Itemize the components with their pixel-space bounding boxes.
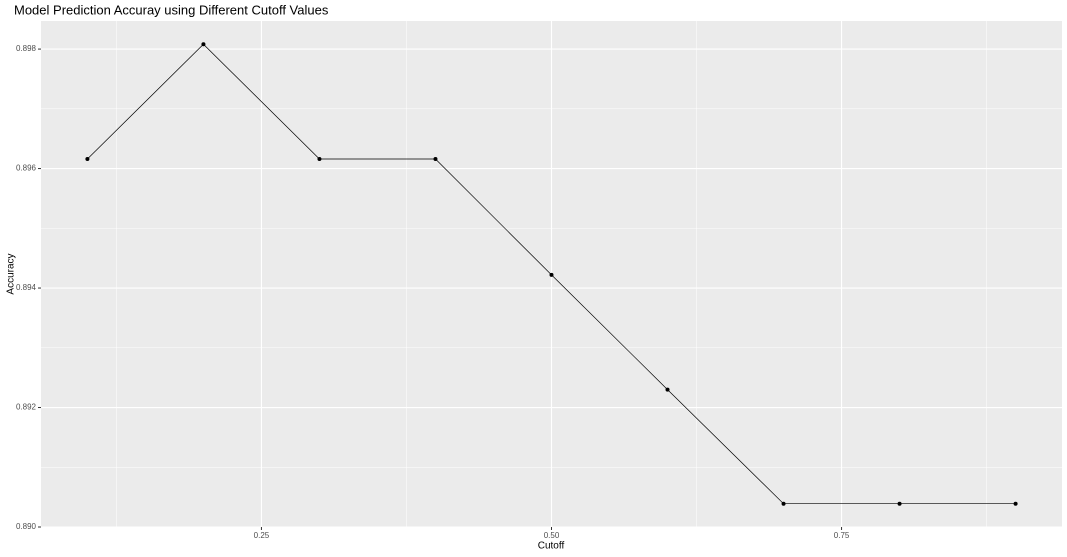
y-tick-label: 0.898 [16, 44, 37, 53]
point [781, 501, 786, 506]
point [549, 272, 554, 277]
y-tick-label: 0.894 [16, 283, 37, 292]
point [433, 157, 438, 161]
chart-title: Model Prediction Accuray using Different… [14, 2, 329, 17]
x-tick-label: 0.75 [834, 531, 850, 540]
y-axis-label: Accuracy [6, 253, 17, 294]
y-tick-label: 0.890 [16, 522, 37, 531]
x-tick-label: 0.25 [254, 531, 270, 540]
point [665, 387, 670, 392]
point [897, 501, 902, 506]
point [1013, 501, 1018, 506]
point [85, 157, 90, 161]
x-tick-label: 0.50 [544, 531, 560, 540]
y-tick-label: 0.896 [16, 164, 37, 173]
point [201, 42, 206, 47]
marks [85, 42, 1018, 506]
point [317, 157, 322, 161]
y-tick-label: 0.892 [16, 403, 37, 412]
x-axis-label: Cutoff [538, 541, 565, 552]
